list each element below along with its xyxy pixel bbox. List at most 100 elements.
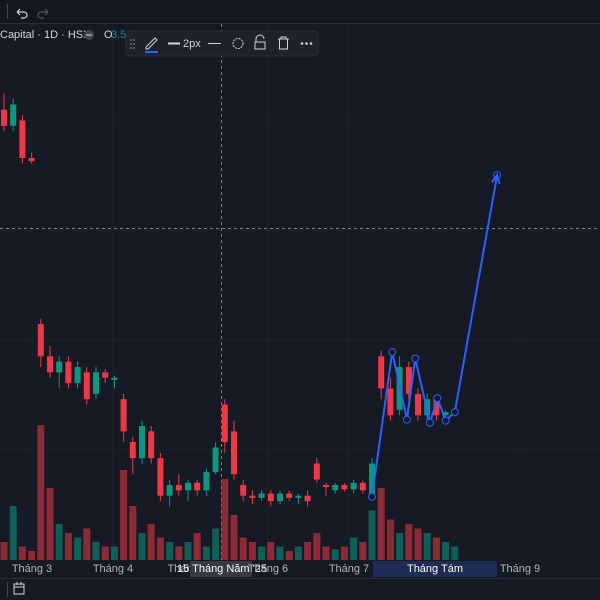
candle-body (129, 442, 136, 459)
candle-body (10, 104, 17, 126)
open-label: O (104, 29, 113, 41)
pattern-handle (493, 171, 502, 180)
volume-bar (175, 546, 183, 560)
volume-bar (294, 546, 302, 560)
time-label: 15 Tháng Năm '25 (177, 563, 267, 575)
undo-button[interactable] (16, 8, 28, 19)
candle-body (415, 393, 421, 416)
grid (0, 24, 600, 560)
time-label: Tháng Tám (407, 563, 463, 575)
redo-button[interactable] (37, 8, 49, 19)
volume-bar (304, 542, 312, 560)
volume-bar (377, 488, 385, 560)
pattern-arrowhead (491, 172, 501, 185)
candle-body (148, 431, 155, 459)
candle-body (65, 361, 72, 384)
volume-bar (64, 533, 72, 560)
volume-bar (0, 542, 8, 560)
candle-body (28, 158, 35, 162)
pattern-handle (441, 416, 450, 425)
volume-bar (248, 542, 256, 560)
candle-body (1, 109, 7, 126)
volume-bar (138, 533, 146, 560)
candle-body (111, 377, 118, 380)
candle-body (332, 484, 339, 491)
candle-body (231, 431, 237, 475)
candle-body (240, 484, 247, 496)
top-toolbar (0, 0, 600, 23)
volume-bar (350, 537, 358, 560)
candle-body (359, 482, 366, 491)
delete-button[interactable] (278, 36, 289, 50)
candle-body (221, 404, 228, 443)
candle-body (304, 495, 311, 502)
candle-body (194, 482, 201, 491)
volume-bar (423, 533, 431, 560)
candle-body (286, 493, 293, 498)
volume-bar (55, 524, 63, 560)
plot (0, 93, 502, 560)
pencil-button[interactable] (145, 37, 158, 50)
candle-body (258, 493, 265, 498)
volume-bar (28, 551, 36, 560)
volume-bar (442, 542, 450, 560)
volume-bar (276, 546, 284, 560)
goto-date-button[interactable] (13, 582, 25, 595)
volume-bar (221, 479, 229, 560)
time-label: Tháng 6 (248, 563, 288, 575)
volume-bar (313, 533, 321, 560)
time-label-highlight (190, 561, 252, 577)
volume-bar (340, 546, 348, 560)
candle-body (175, 484, 182, 491)
volume-bar (147, 524, 155, 560)
line-width[interactable]: 2px (183, 38, 201, 50)
volume-bar (166, 542, 174, 560)
volume-bar (414, 528, 422, 560)
candle-body (203, 472, 210, 491)
drag-handle[interactable] (130, 39, 135, 49)
candle-body (442, 412, 449, 416)
candle-body (93, 372, 99, 394)
candle-body (120, 399, 127, 432)
volume-bar (156, 537, 164, 560)
candle-body (387, 388, 394, 416)
candle-body (139, 426, 145, 459)
candle-body (19, 120, 26, 158)
volume-bar (110, 546, 118, 560)
volume-bar (322, 546, 330, 560)
volume-bar (451, 546, 459, 560)
volume-bar (212, 528, 220, 560)
volume-bar (258, 546, 266, 560)
volume-bar (359, 542, 367, 560)
candle-body (433, 399, 440, 416)
time-label-highlight (373, 561, 497, 577)
pattern-handle (402, 415, 411, 424)
candle-body (212, 447, 219, 473)
time-label: Thán (167, 563, 192, 575)
volume-bar (230, 515, 238, 560)
lock-button[interactable] (254, 34, 266, 50)
pattern-handle (368, 492, 376, 501)
volume-bar (239, 537, 247, 560)
volume-bar (129, 506, 137, 560)
volume-bar (193, 533, 201, 560)
volume-bar (101, 546, 109, 560)
volume-bar (120, 470, 128, 560)
candle-body (74, 367, 81, 384)
candle-body (185, 482, 191, 491)
volume-bar (368, 510, 376, 560)
candle-body (166, 484, 173, 496)
drawing-toolbar (125, 30, 319, 57)
candle-body (295, 495, 302, 498)
volume-bar (184, 542, 192, 560)
candle-body (83, 372, 90, 400)
more-button[interactable] (300, 42, 313, 45)
time-label: Tháng 7 (329, 563, 369, 575)
volume-bar (37, 425, 45, 560)
volume-bar (92, 542, 100, 560)
volume-bar (267, 542, 275, 560)
pencil-color (145, 51, 158, 53)
candle-body (313, 463, 320, 480)
settings-button[interactable] (232, 38, 244, 49)
